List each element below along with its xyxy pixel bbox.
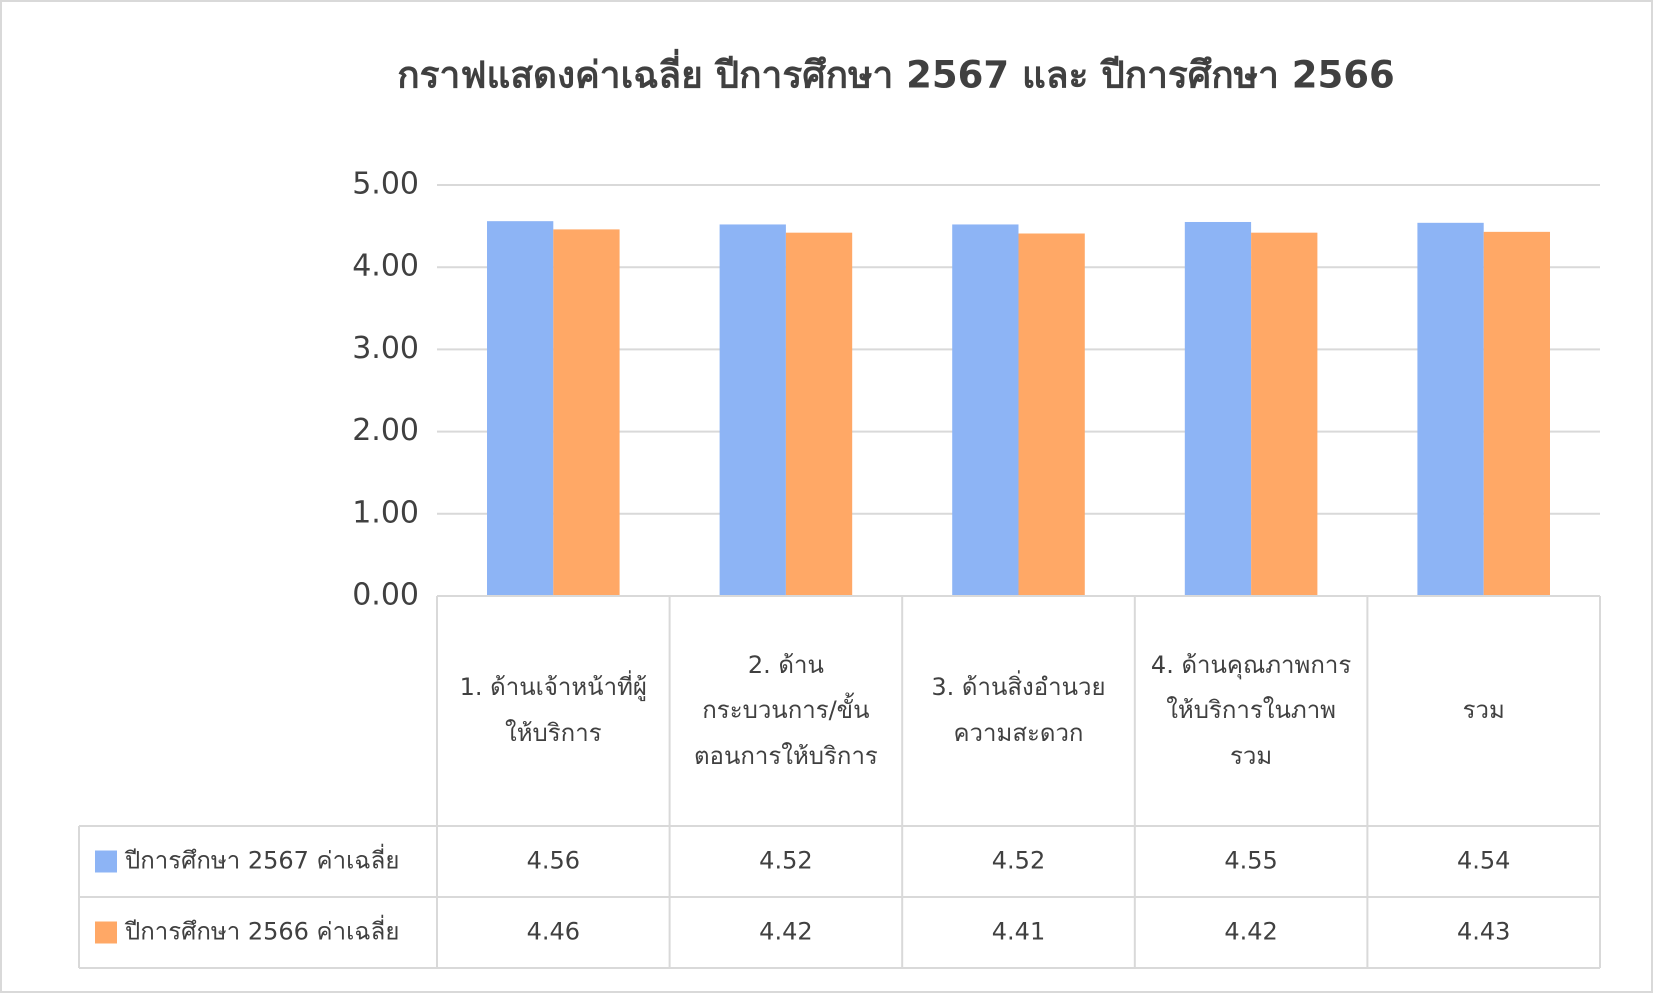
category-label: 1. ด้านเจ้าหน้าที่ผู้ให้บริการ <box>459 673 647 747</box>
bar <box>1184 221 1252 597</box>
table-value: 4.55 <box>1224 847 1277 875</box>
bar <box>785 232 853 596</box>
legend-swatch <box>95 921 117 944</box>
bar <box>487 221 554 596</box>
bar <box>1251 232 1318 596</box>
table-value: 4.54 <box>1457 847 1510 875</box>
bar <box>719 224 786 596</box>
category-label: 4. ด้านคุณภาพการให้บริการในภาพรวม <box>1150 650 1352 770</box>
table-value: 4.42 <box>759 918 812 946</box>
legend-label: ปีการศึกษา 2567 ค่าเฉลี่ย <box>124 844 400 875</box>
table-value: 4.46 <box>527 918 580 946</box>
table-value: 4.43 <box>1457 918 1510 946</box>
bar <box>553 229 620 596</box>
y-tick-label: 0.00 <box>352 578 419 613</box>
category-label: รวม <box>1462 696 1505 725</box>
y-tick-label: 5.00 <box>352 167 419 202</box>
legend-label: ปีการศึกษา 2566 ค่าเฉลี่ย <box>124 915 400 946</box>
table-value: 4.56 <box>527 847 580 875</box>
bar <box>1417 222 1484 596</box>
chart-title: กราฟแสดงค่าเฉลี่ย ปีการศึกษา 2567 และ ปี… <box>397 49 1394 97</box>
table-value: 4.41 <box>992 918 1045 946</box>
y-tick-label: 1.00 <box>352 495 419 530</box>
bar <box>1018 233 1085 597</box>
y-tick-label: 2.00 <box>352 413 419 448</box>
bar <box>952 224 1019 596</box>
bar <box>1483 231 1550 596</box>
y-tick-label: 4.00 <box>352 249 419 284</box>
table-value: 4.52 <box>992 847 1045 875</box>
legend-swatch <box>95 850 117 873</box>
category-label: 3. ด้านสิ่งอำนวยความสะดวก <box>931 673 1106 747</box>
y-tick-label: 3.00 <box>352 331 419 366</box>
table-value: 4.52 <box>759 847 812 875</box>
table-value: 4.42 <box>1224 918 1277 946</box>
category-label: 2. ด้านกระบวนการ/ขั้นตอนการให้บริการ <box>693 650 878 770</box>
